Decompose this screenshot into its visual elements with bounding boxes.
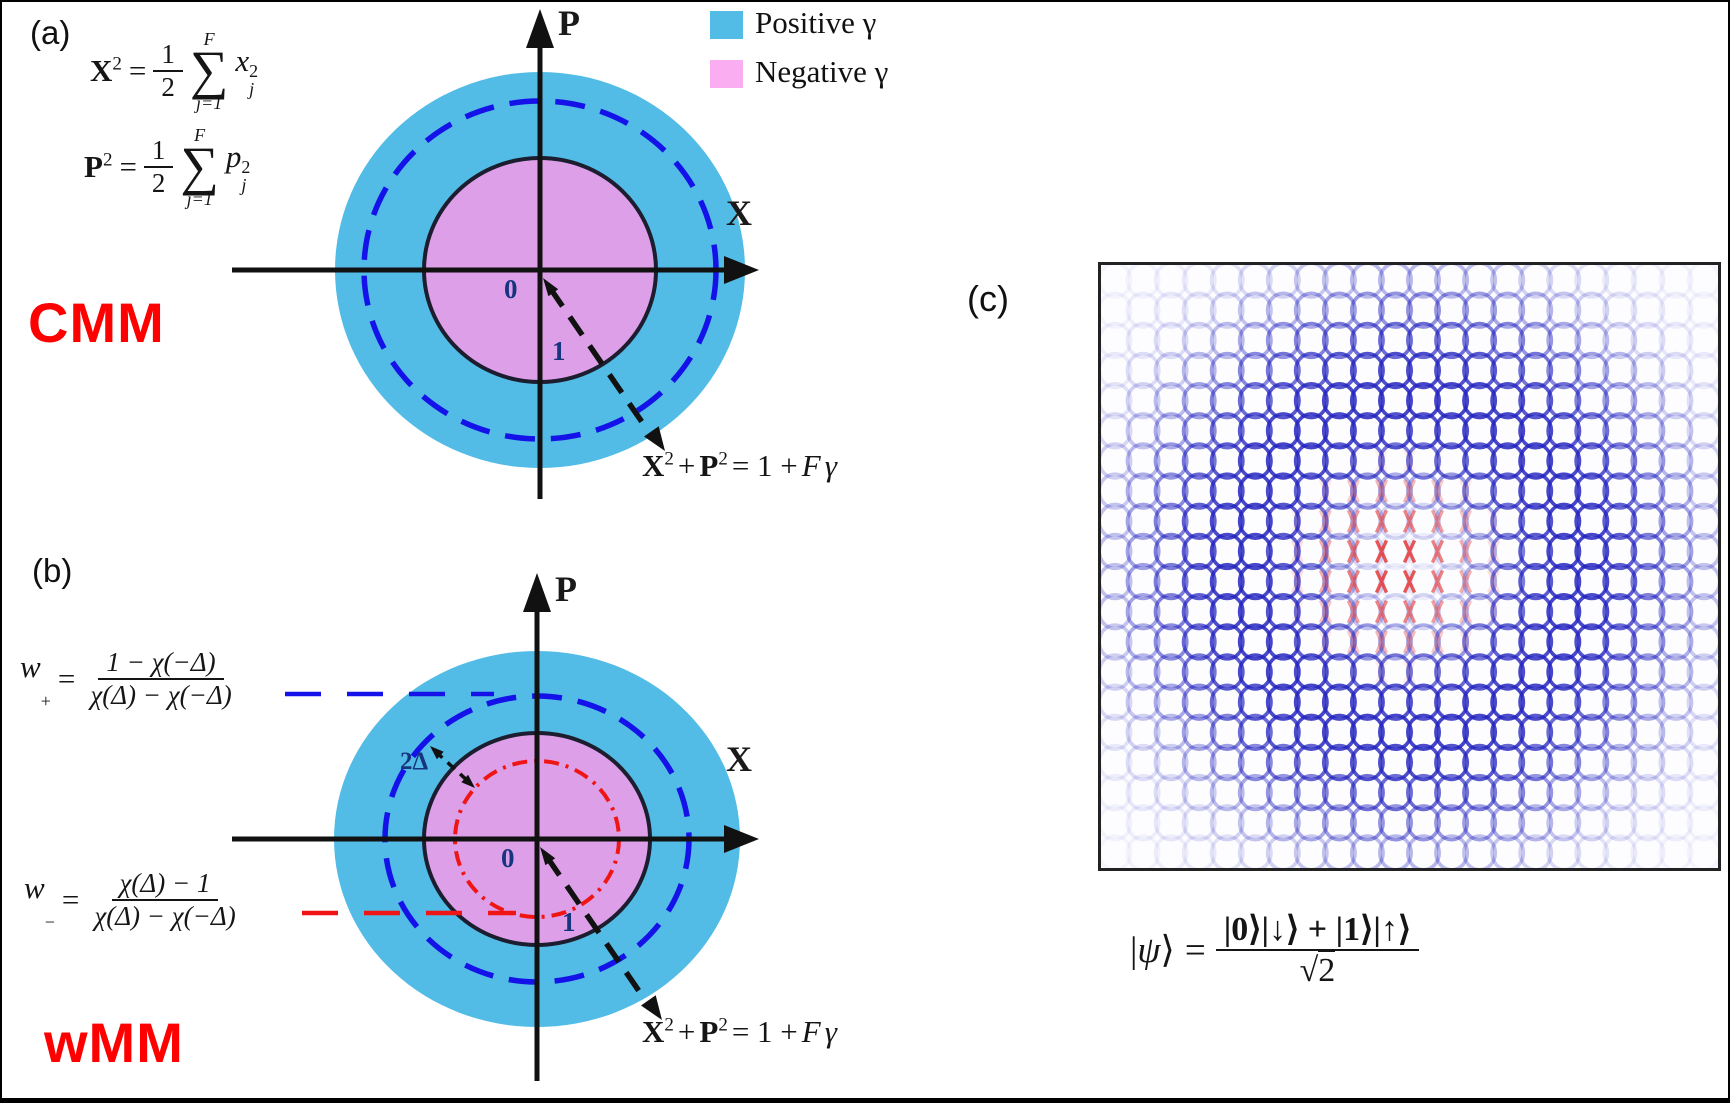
wmm-x-axis-label: X [726, 739, 752, 779]
wmm-p-axis-arrow [523, 573, 551, 612]
positive-gamma-swatch [710, 11, 743, 39]
summation: F ∑ j=1 [189, 29, 229, 113]
wmm-x-axis-arrow [724, 825, 759, 853]
cmm-p-axis-arrow [526, 9, 554, 48]
spin-lattice-visualization [1101, 265, 1718, 868]
two-delta-arrow [430, 746, 475, 788]
cmm-x-axis-arrow [724, 256, 759, 284]
w-minus-fraction: χ(Δ) − 1 χ(Δ) − χ(−Δ) [94, 868, 236, 932]
wmm-origin-label: 0 [501, 843, 515, 873]
positive-gamma-label: Positive γ [755, 5, 877, 40]
lattice-plot-frame [1098, 262, 1721, 871]
psi-fraction: |0⟩|↓⟩ + |1⟩|↑⟩ √2 [1215, 910, 1420, 990]
cmm-p-axis-label: P [558, 3, 580, 43]
wmm-diagram [232, 573, 759, 1081]
cmm-x-axis-label: X [726, 193, 752, 233]
w-plus-fraction: 1 − χ(−Δ) χ(Δ) − χ(−Δ) [90, 647, 232, 711]
panel-c-tag: (c) [967, 278, 1009, 319]
cmm-origin-label: 0 [504, 274, 518, 304]
wmm-model-label: wMM [44, 1011, 184, 1074]
cmm-model-label: CMM [28, 291, 165, 354]
wmm-unit-label: 1 [562, 907, 576, 937]
cmm-diagram [232, 9, 759, 499]
summation: F ∑ j=1 [180, 125, 219, 209]
negative-gamma-swatch [710, 60, 743, 88]
cmm-unit-label: 1 [552, 336, 566, 366]
panel-b-tag: (b) [32, 552, 73, 589]
w-plus-equation: w + = 1 − χ(−Δ) χ(Δ) − χ(−Δ) [20, 647, 240, 711]
cmm-radius-arrow [543, 278, 665, 451]
negative-gamma-label: Negative γ [755, 54, 889, 89]
wmm-p-axis-label: P [555, 569, 577, 609]
psi-state-equation: |ψ⟩ = |0⟩|↓⟩ + |1⟩|↑⟩ √2 [1130, 910, 1420, 990]
w-minus-equation: w − = χ(Δ) − 1 χ(Δ) − χ(−Δ) [24, 868, 244, 932]
two-delta-label: 2Δ [400, 748, 429, 775]
panel-a-tag: (a) [30, 14, 71, 51]
